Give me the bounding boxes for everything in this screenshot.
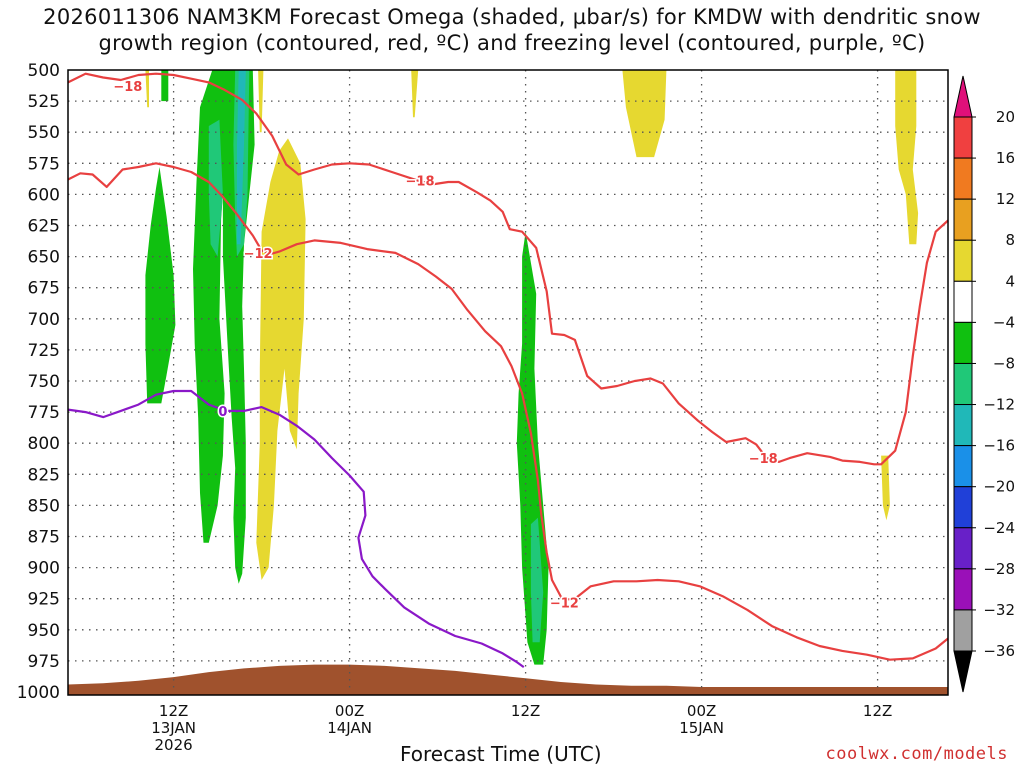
colorbar-bin-7 bbox=[953, 362, 973, 406]
colorbar-label-13: −36 bbox=[983, 642, 1015, 660]
omega-shading-layer bbox=[145, 70, 919, 665]
omega-region-9 bbox=[256, 138, 306, 580]
contour-line-2 bbox=[67, 389, 525, 668]
omega-region-8 bbox=[530, 517, 544, 643]
y-tick-850: 850 bbox=[28, 496, 60, 516]
omega-region-12 bbox=[411, 70, 419, 118]
colorbar-bin-3 bbox=[953, 198, 973, 241]
colorbar-label-2: 12 bbox=[996, 190, 1015, 208]
colorbar-bin-4 bbox=[953, 239, 973, 282]
colorbar-label-6: −8 bbox=[993, 354, 1015, 372]
contour-label-layer: −18 −18 −18 −12 −12 0 bbox=[112, 79, 779, 613]
title-line-1: 2026011306 NAM3KM Forecast Omega (shaded… bbox=[43, 5, 981, 29]
credit-text: coolwx.com/models bbox=[825, 744, 1008, 764]
omega-region-10 bbox=[145, 70, 149, 108]
y-tick-925: 925 bbox=[28, 590, 60, 610]
colorbar-label-1: 16 bbox=[996, 149, 1015, 167]
omega-region-1 bbox=[161, 70, 169, 102]
omega-region-14 bbox=[895, 70, 919, 245]
colorbar-label-7: −12 bbox=[983, 396, 1015, 414]
omega-region-15 bbox=[881, 455, 890, 521]
y-tick-775: 775 bbox=[28, 403, 60, 423]
colorbar: 20 16 12 8 4 −4 −8 −12 −16 −20 −24 −28 −32 −36 bbox=[953, 75, 1015, 693]
contour-label-0: −18 bbox=[113, 80, 142, 95]
chart-title: 2026011306 NAM3KM Forecast Omega (shaded… bbox=[0, 4, 1024, 56]
contour-label-4: −12 bbox=[550, 596, 579, 611]
colorbar-label-4: 4 bbox=[1005, 272, 1015, 290]
y-tick-625: 625 bbox=[28, 217, 60, 237]
colorbar-bin-9 bbox=[953, 445, 973, 488]
y-tick-500: 500 bbox=[28, 61, 60, 81]
contour-label-1: −18 bbox=[406, 175, 435, 190]
omega-region-13 bbox=[622, 70, 667, 158]
colorbar-bin-11 bbox=[953, 527, 973, 570]
y-tick-825: 825 bbox=[28, 465, 60, 485]
colorbar-label-5: −4 bbox=[993, 313, 1015, 331]
y-tick-525: 525 bbox=[28, 92, 60, 112]
colorbar-bin-1 bbox=[953, 116, 973, 159]
grid-layer bbox=[68, 70, 948, 692]
colorbar-label-12: −32 bbox=[983, 601, 1015, 619]
y-tick-1000: 1000 bbox=[17, 683, 60, 703]
x-tick-2-line-0: 12Z bbox=[511, 702, 540, 720]
ground-fill bbox=[68, 664, 948, 695]
x-tick-0-line-0: 12Z bbox=[159, 702, 188, 720]
contour-line-1 bbox=[67, 162, 949, 661]
colorbar-label-10: −24 bbox=[983, 519, 1015, 537]
y-tick-600: 600 bbox=[28, 185, 60, 205]
x-tick-1-line-1: 14JAN bbox=[327, 719, 372, 737]
x-tick-3-line-0: 00Z bbox=[687, 702, 716, 720]
y-tick-750: 750 bbox=[28, 372, 60, 392]
y-tick-700: 700 bbox=[28, 310, 60, 330]
y-tick-575: 575 bbox=[28, 154, 60, 174]
y-tick-800: 800 bbox=[28, 434, 60, 454]
y-tick-900: 900 bbox=[28, 559, 60, 579]
colorbar-label-11: −28 bbox=[983, 560, 1015, 578]
colorbar-bin-5 bbox=[953, 280, 973, 323]
y-tick-675: 675 bbox=[28, 279, 60, 299]
colorbar-label-8: −16 bbox=[983, 437, 1015, 455]
colorbar-bin-13 bbox=[953, 609, 973, 652]
y-tick-950: 950 bbox=[28, 621, 60, 641]
x-tick-3-line-1: 15JAN bbox=[679, 719, 724, 737]
contour-label-3: −12 bbox=[244, 247, 273, 262]
x-tick-1-line-0: 00Z bbox=[335, 702, 364, 720]
colorbar-bin-6 bbox=[953, 321, 973, 364]
contour-label-2: −18 bbox=[749, 452, 778, 467]
colorbar-bin-8 bbox=[953, 404, 973, 447]
colorbar-label-3: 8 bbox=[1005, 231, 1015, 249]
colorbar-bin-10 bbox=[953, 486, 973, 529]
y-tick-875: 875 bbox=[28, 528, 60, 548]
ground-layer bbox=[68, 664, 948, 695]
x-tick-0-line-2: 2026 bbox=[155, 736, 193, 754]
contour-line-0 bbox=[67, 72, 949, 466]
colorbar-label-0: 20 bbox=[996, 108, 1015, 126]
plot-frame bbox=[67, 69, 949, 696]
x-tick-0-line-1: 13JAN bbox=[151, 719, 196, 737]
y-tick-550: 550 bbox=[28, 123, 60, 143]
colorbar-bin-12 bbox=[953, 568, 973, 611]
colorbar-label-9: −20 bbox=[983, 478, 1015, 496]
y-tick-975: 975 bbox=[28, 652, 60, 672]
y-tick-650: 650 bbox=[28, 248, 60, 268]
colorbar-bin-top bbox=[953, 75, 973, 118]
omega-region-6 bbox=[237, 70, 246, 245]
x-tick-4-line-0: 12Z bbox=[863, 702, 892, 720]
x-axis-title: Forecast Time (UTC) bbox=[400, 742, 602, 766]
contour-label-5: 0 bbox=[218, 405, 227, 420]
y-tick-725: 725 bbox=[28, 341, 60, 361]
colorbar-bin-2 bbox=[953, 157, 973, 200]
colorbar-bin-bottom bbox=[953, 650, 973, 693]
contour-layer bbox=[67, 72, 949, 668]
y-axis-ticks: 500 525 550 575 600 625 650 675 700 725 750 775 800 8… bbox=[17, 61, 60, 703]
title-line-2: growth region (contoured, red, ºC) and f… bbox=[98, 31, 926, 55]
